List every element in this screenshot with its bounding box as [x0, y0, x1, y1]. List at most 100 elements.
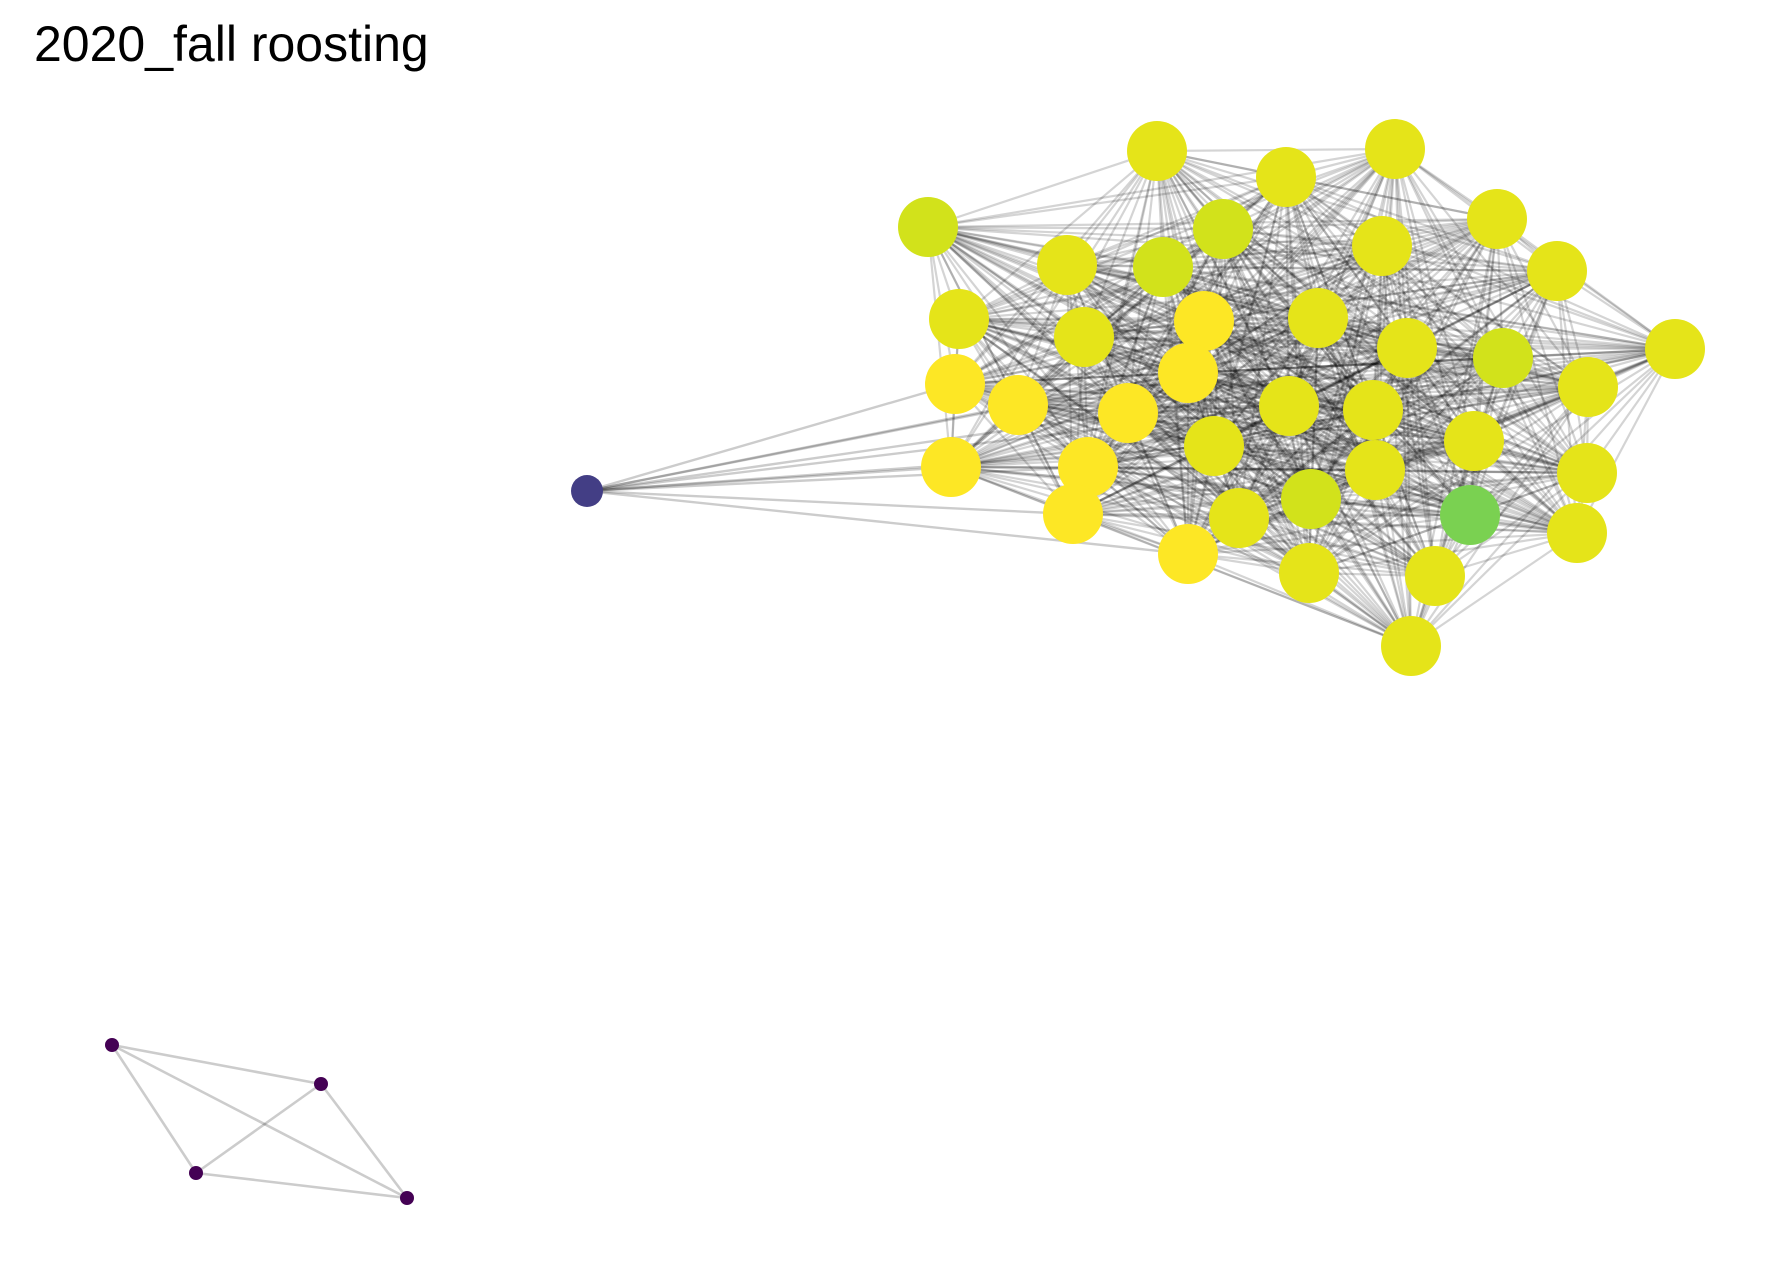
edge-outlier-c32	[586, 489, 1074, 516]
edge-c12-c17	[1203, 319, 1504, 360]
edge-c16-c29	[1374, 347, 1676, 472]
node-c25	[1184, 416, 1244, 476]
edge-c01-c17	[1156, 150, 1504, 359]
node-c33	[1209, 488, 1269, 548]
edge-c20-c38	[1434, 386, 1589, 577]
edge-c15-c33	[1238, 347, 1408, 519]
edge-c06-c39	[1221, 228, 1413, 647]
edge-c02-c31	[1309, 148, 1397, 500]
edge-c05-c26	[1472, 218, 1499, 442]
edge-c14-c36	[1083, 336, 1189, 555]
edge-c27-c37	[950, 465, 1310, 575]
edge-c17-c31	[1310, 357, 1504, 500]
node-c06	[1193, 199, 1253, 259]
node-c36	[1158, 524, 1218, 584]
edge-c27-c38	[950, 465, 1436, 578]
edge-c27-c34	[950, 465, 1471, 517]
edge-c12-c38	[1203, 320, 1436, 577]
node-c13	[1288, 288, 1348, 348]
node-c03	[1256, 147, 1316, 207]
edge-c05-c06	[1222, 217, 1498, 231]
edge-c15-c22	[1127, 346, 1408, 415]
edge-c14-c31	[1083, 336, 1312, 500]
edge-c09-c24	[1162, 266, 1374, 411]
edge-c15-c16	[1406, 346, 1676, 351]
edge-c01-c27	[950, 150, 1158, 468]
edge-c14-c33	[1083, 336, 1240, 519]
node-c22	[1098, 383, 1158, 443]
edge-c07-c34	[1380, 245, 1472, 516]
node-c35	[1547, 503, 1607, 563]
edge-c14-c38	[1083, 336, 1436, 577]
edge-c22-c34	[1127, 411, 1471, 517]
edge-c08-c13	[1066, 263, 1319, 320]
edge-c10-c13	[1317, 269, 1558, 320]
edge-c01-c05	[1156, 149, 1498, 221]
edge-c03-c30	[1285, 176, 1588, 474]
edge-s3-s4	[195, 1171, 408, 1200]
edge-c17-c32	[1072, 356, 1504, 516]
edge-c09-c36	[1161, 266, 1190, 555]
edge-c05-c32	[1072, 218, 1498, 515]
edge-c24-c35	[1372, 409, 1578, 534]
edge-c04-c27	[926, 226, 953, 468]
edge-c07-c14	[1083, 244, 1383, 339]
node-s2	[314, 1077, 328, 1091]
edge-c17-c23	[1288, 356, 1504, 408]
edge-c09-c30	[1162, 266, 1588, 474]
node-c21	[988, 375, 1048, 435]
edge-c11-c25	[958, 318, 1215, 447]
edge-c09-c27	[950, 266, 1164, 468]
edge-c04-c14	[927, 226, 1085, 338]
edge-c08-c35	[1066, 264, 1578, 534]
node-c05	[1467, 189, 1527, 249]
edge-c06-c29	[1222, 228, 1376, 471]
edge-c07-c38	[1380, 245, 1437, 577]
edge-c05-c23	[1288, 218, 1498, 407]
edge-c03-c33	[1237, 176, 1288, 519]
node-outlier	[571, 475, 603, 507]
edge-c07-c20	[1381, 245, 1589, 388]
edge-c11-c13	[958, 316, 1319, 321]
edge-c10-c21	[1017, 269, 1558, 407]
edge-c35-c36	[1187, 531, 1578, 556]
edge-c02-c26	[1393, 148, 1476, 442]
node-c32	[1043, 484, 1103, 544]
node-c17	[1473, 328, 1533, 388]
edge-c02-c16	[1394, 148, 1676, 350]
edge-c33-c34	[1238, 513, 1471, 520]
edge-c05-c16	[1496, 218, 1676, 350]
edge-c02-c11	[958, 147, 1396, 321]
edge-c06-c38	[1222, 228, 1436, 577]
edge-c10-c29	[1374, 270, 1558, 471]
edge-s2-s4	[319, 1083, 409, 1199]
edge-c21-c31	[1017, 403, 1312, 501]
edge-c09-c16	[1162, 265, 1676, 351]
edge-c04-c32	[927, 226, 1074, 515]
edge-c02-c17	[1394, 148, 1504, 359]
node-s4	[400, 1191, 414, 1205]
edge-c01-c16	[1156, 149, 1676, 351]
edge-c01-c14	[1082, 150, 1159, 338]
edge-c28-c30	[1087, 465, 1588, 475]
edge-c15-c30	[1406, 347, 1588, 474]
edge-c23-c35	[1288, 404, 1578, 535]
edge-c07-c12	[1203, 244, 1383, 323]
edge-c07-c09	[1162, 244, 1383, 269]
edge-c05-c12	[1203, 217, 1498, 323]
edge-c04-c31	[927, 226, 1312, 500]
edge-c22-c39	[1127, 412, 1412, 647]
edge-c22-c29	[1127, 411, 1376, 472]
edge-c10-c27	[950, 269, 1558, 469]
edge-c11-c22	[958, 318, 1129, 414]
edge-c06-c17	[1222, 228, 1504, 359]
edge-c04-c06	[927, 225, 1224, 231]
node-c10	[1527, 241, 1587, 301]
edge-c06-c33	[1221, 228, 1241, 519]
node-c02	[1365, 119, 1425, 179]
edge-c28-c37	[1087, 466, 1310, 574]
edge-c05-c21	[1017, 217, 1498, 407]
node-c15	[1377, 318, 1437, 378]
edge-outlier-c36	[586, 489, 1189, 556]
edge-c16-c35	[1576, 348, 1676, 534]
